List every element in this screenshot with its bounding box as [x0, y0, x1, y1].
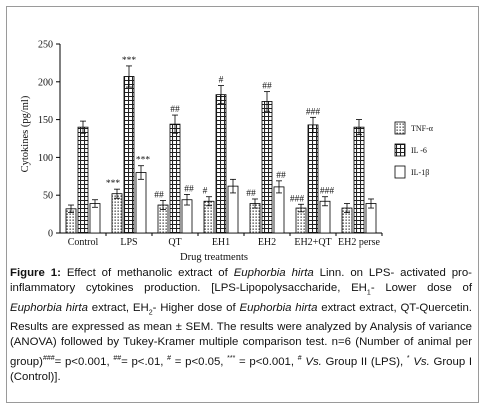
bar [261, 101, 273, 234]
x-tick-label: Control [68, 237, 99, 248]
legend-swatch [394, 165, 406, 179]
caption-text-part: Effect of methanolic extract of [60, 267, 234, 279]
caption-text-part: extract extract, QT-Quercetin. Results a… [10, 301, 472, 368]
legend-label: IL-1β [411, 168, 429, 177]
caption-text-part: Euphorbia hirta [10, 301, 88, 314]
legend-swatch [394, 121, 406, 135]
significance-label: ## [262, 82, 272, 92]
x-tick-label: EH2 perse [338, 237, 380, 248]
significance-label: ## [276, 171, 286, 181]
x-tick-label: EH1 [212, 237, 230, 248]
caption-text-part: = p<0.05, [171, 355, 228, 368]
y-axis-label: Cytokines (pg/ml) [20, 95, 31, 172]
bar [307, 124, 319, 234]
significance-label: *** [122, 56, 137, 66]
y-tick-label: 100 [38, 153, 53, 164]
significance-label: # [219, 76, 224, 86]
caption-text-part: 2 [148, 308, 153, 316]
y-tick-label: 50 [43, 191, 53, 202]
caption-text-part: Linn. on LPS- activated pro-inflammatory… [10, 267, 472, 295]
y-tick-label: 250 [38, 40, 53, 51]
caption-label: Figure 1: [10, 267, 61, 279]
bar [273, 186, 285, 234]
x-axis-label: Drug treatments [180, 252, 248, 263]
x-tick-label: QT [168, 237, 181, 248]
legend-swatch [394, 143, 406, 157]
caption-text-part: # [167, 354, 172, 362]
caption-text-part: ## [113, 354, 122, 362]
caption-text-part: # [297, 354, 302, 362]
caption-text-part: Vs. [413, 355, 430, 368]
caption-text-part: - Higher dose of [152, 301, 240, 314]
bar [89, 203, 101, 234]
caption-text-part: 1 [366, 289, 371, 297]
legend-label: IL -6 [411, 146, 427, 155]
bar [135, 172, 147, 234]
bar [215, 94, 227, 234]
caption-text-part: - Lower dose of [370, 282, 473, 295]
significance-label: *** [106, 179, 121, 189]
caption-text-part: Euphorbia hirta [233, 267, 314, 279]
x-tick-label: LPS [120, 237, 137, 248]
significance-label: *** [136, 156, 151, 166]
caption-text-part: Group II (LPS), [321, 355, 407, 368]
significance-label: ## [246, 189, 256, 199]
bar [123, 76, 135, 234]
significance-label: ## [184, 184, 194, 194]
y-tick-label: 150 [38, 115, 53, 126]
caption-text-part: *** [227, 354, 236, 362]
caption-text-part: = p<0.001, [54, 355, 114, 368]
significance-label: ### [320, 187, 335, 197]
x-tick-label: EH2+QT [294, 237, 331, 248]
figure-caption: Figure 1: Effect of methanolic extract o… [10, 266, 472, 385]
significance-label: # [203, 187, 208, 197]
y-tick-label: 0 [48, 229, 53, 240]
caption-text-part: ### [42, 354, 55, 362]
caption-text-part: * [406, 354, 410, 362]
caption-text-part: Group I (Control)]. [10, 355, 473, 383]
significance-label: ## [170, 105, 180, 115]
x-tick-label: EH2 [258, 237, 276, 248]
significance-label: ### [306, 107, 321, 117]
caption-text-part: extract, EH [87, 301, 149, 314]
bar [169, 123, 181, 234]
caption-text-part: = p<0.001, [235, 355, 298, 368]
bar [111, 193, 123, 234]
caption-text-part: Euphorbia hirta [239, 301, 318, 314]
legend-label: TNF-α [411, 124, 434, 133]
caption-text-part: = p<.01, [121, 355, 168, 368]
y-tick-label: 200 [38, 77, 53, 88]
caption-text-part: Vs. [305, 355, 322, 368]
bar [77, 126, 89, 234]
significance-label: ## [154, 190, 164, 200]
bar [353, 126, 365, 234]
significance-label: ### [290, 194, 305, 204]
